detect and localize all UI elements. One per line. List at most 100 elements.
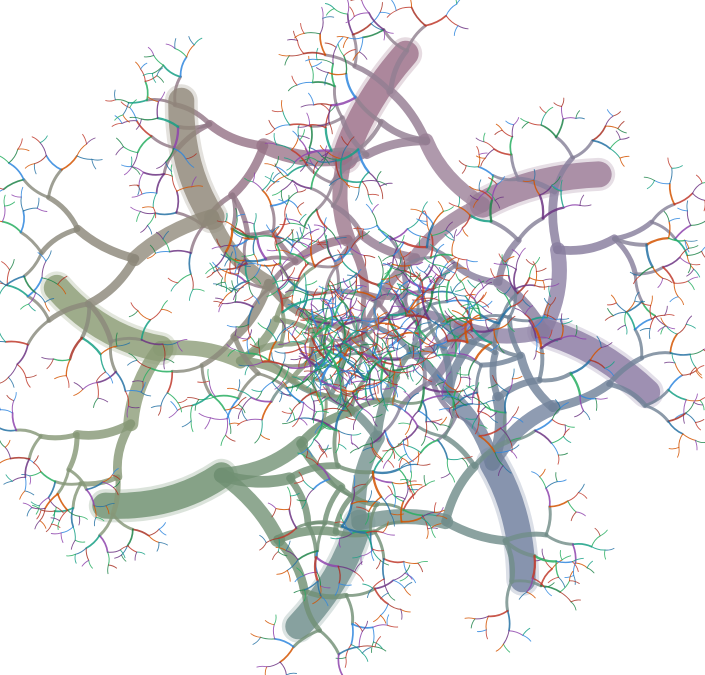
branch [39,226,81,256]
twig [45,154,63,171]
twig [528,121,542,126]
twig [559,402,569,409]
twig [483,141,495,150]
twig [412,281,422,296]
twig [454,405,460,419]
twig [375,559,381,570]
twig [271,110,284,113]
twig [405,288,423,301]
twig [284,322,294,329]
twig [34,155,47,165]
twig [615,302,627,313]
twig [388,315,407,321]
twig [218,303,224,313]
twig [639,266,654,277]
twig [288,495,292,510]
twig [475,137,485,143]
branch [516,216,545,243]
twig [164,147,175,163]
twig [358,171,370,189]
twig [409,366,420,373]
twig [114,370,127,393]
twig [345,644,352,659]
twig [235,324,249,328]
twig [267,502,277,509]
twig [271,508,277,518]
twig [126,405,129,418]
twig [669,333,678,354]
twig [441,392,450,401]
branch [489,349,502,402]
twig [477,410,480,426]
twig [361,306,367,321]
twig [575,110,581,119]
twig [402,251,411,258]
branch [170,363,204,373]
twig [222,301,236,305]
twig [409,461,412,473]
twig [363,362,368,372]
twig [615,130,621,140]
twig [259,542,267,551]
twig [375,278,383,300]
twig [260,434,270,440]
twig [286,569,291,582]
branch [502,531,549,544]
twig [247,262,262,266]
twig [0,155,10,164]
twig [147,252,156,259]
twig [432,250,438,265]
twig [41,356,54,360]
twig [335,37,344,48]
twig [560,190,565,209]
twig [95,516,105,522]
twig [303,208,318,228]
branch [571,139,595,160]
twig [387,340,398,352]
twig [421,276,433,282]
twig [230,280,247,293]
twig [352,555,362,559]
twig [493,262,505,265]
twig [220,277,224,287]
twig [359,343,374,346]
twig [282,110,291,126]
twig [685,315,693,325]
twig [391,443,403,449]
twig [522,634,532,642]
twig [350,0,362,2]
twig [617,120,625,130]
twig [358,322,363,331]
twig [344,657,347,668]
twig [293,589,305,594]
twig [514,307,526,315]
twig [367,490,373,503]
twig [669,352,691,356]
twig [342,376,351,386]
twig [105,502,115,507]
twig [156,541,160,552]
twig [225,434,236,442]
twig [297,124,300,137]
branch [382,28,409,53]
twig [261,189,273,207]
twig [355,390,359,402]
twig [604,315,614,321]
twig [634,291,640,302]
twig [624,311,627,326]
twig [340,369,348,377]
twig [405,435,409,447]
twig [387,375,398,387]
twig [350,236,362,249]
twig [93,516,97,527]
twig [321,447,332,450]
twig [358,51,368,60]
twig [448,202,459,208]
twig [551,407,561,420]
twig [360,230,370,238]
twig [397,385,407,393]
twig [335,238,342,249]
branch [388,48,410,95]
twig [403,561,419,564]
twig [398,335,414,347]
